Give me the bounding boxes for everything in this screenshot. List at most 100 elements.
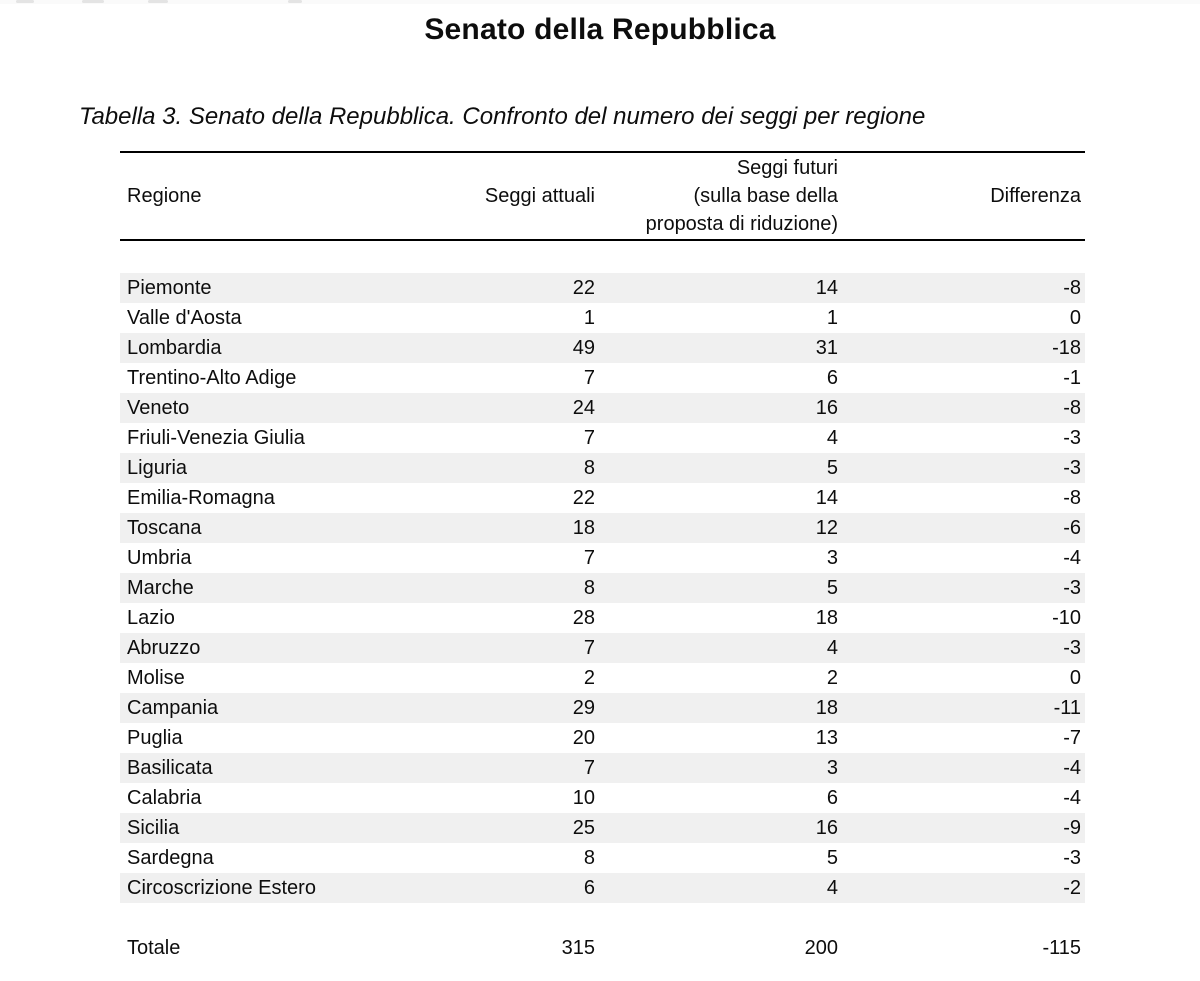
table-row: Piemonte 22 14 -8 (120, 273, 1085, 303)
cell-future-seats: 4 (826, 427, 838, 449)
page-title: Senato della Repubblica (424, 13, 776, 46)
cell-current-seats: 7 (583, 637, 595, 659)
seats-comparison-table: Regione Seggi attuali Seggi futuri (sull… (120, 151, 1085, 963)
cell-current-seats: 49 (572, 337, 595, 359)
table-row: Friuli-Venezia Giulia 7 4 -3 (120, 423, 1085, 453)
cell-region: Lombardia (127, 337, 222, 359)
table-header-row: Regione Seggi attuali Seggi futuri (sull… (120, 153, 1085, 239)
cell-region: Campania (127, 697, 219, 719)
seggi-futuri-line-3: proposta di riduzione) (645, 213, 838, 235)
table-top-rule (120, 151, 1085, 153)
cell-current-seats: 25 (572, 817, 595, 839)
cell-difference: -3 (1063, 577, 1081, 599)
cell-difference: -3 (1063, 847, 1081, 869)
cell-difference: -3 (1063, 637, 1081, 659)
cell-region: Abruzzo (127, 637, 201, 659)
cell-current-seats: 10 (572, 787, 595, 809)
header-body-gap (120, 241, 1085, 273)
cell-region: Emilia-Romagna (127, 487, 275, 509)
cell-difference: -8 (1063, 487, 1081, 509)
cell-current-seats: 6 (583, 877, 595, 899)
cell-current-seats: 18 (572, 517, 595, 539)
cell-current-seats: 2 (583, 667, 595, 689)
cell-region: Umbria (127, 547, 192, 569)
cell-future-seats: 6 (826, 367, 838, 389)
cell-region: Veneto (127, 397, 190, 419)
cell-future-seats: 3 (826, 547, 838, 569)
cell-current-seats: 24 (572, 397, 595, 419)
cell-future-seats: 16 (815, 397, 838, 419)
cell-difference: -11 (1053, 697, 1081, 719)
cell-future-seats: 2 (826, 667, 838, 689)
cell-current-seats: 8 (583, 457, 595, 479)
table-row: Abruzzo 7 4 -3 (120, 633, 1085, 663)
cell-difference: -8 (1063, 277, 1081, 299)
total-current-seats: 315 (561, 937, 595, 959)
cell-region: Circoscrizione Estero (127, 877, 316, 899)
cell-current-seats: 1 (583, 307, 595, 329)
table-row: Umbria 7 3 -4 (120, 543, 1085, 573)
table-header-rule (120, 239, 1085, 241)
cell-region: Sicilia (127, 817, 180, 839)
table-row: Basilicata 7 3 -4 (120, 753, 1085, 783)
column-header-seggi-futuri: Seggi futuri (sulla base della proposta … (595, 154, 838, 238)
total-label: Totale (127, 937, 181, 959)
cell-region: Molise (127, 667, 185, 689)
table-row: Campania 29 18 -11 (120, 693, 1085, 723)
cell-future-seats: 3 (826, 757, 838, 779)
table-body: Piemonte 22 14 -8 Valle d'Aosta 1 1 0 Lombardia 4… (120, 273, 1085, 903)
table-total-row: Totale 315 200 -115 (120, 933, 1085, 963)
column-header-regione: Regione (127, 184, 202, 207)
cell-future-seats: 13 (815, 727, 838, 749)
cell-difference: -7 (1063, 727, 1081, 749)
table-row: Valle d'Aosta 1 1 0 (120, 303, 1085, 333)
clipped-text-fragment (16, 0, 34, 3)
cell-difference: -3 (1063, 427, 1081, 449)
cell-current-seats: 22 (572, 487, 595, 509)
cell-region: Calabria (127, 787, 202, 809)
cell-difference: -18 (1052, 337, 1081, 359)
column-header-seggi-attuali: Seggi attuali (484, 184, 595, 207)
column-header-differenza: Differenza (990, 184, 1081, 207)
cell-region: Lazio (127, 607, 175, 629)
table-row: Sardegna 8 5 -3 (120, 843, 1085, 873)
cell-difference: -8 (1063, 397, 1081, 419)
cell-future-seats: 18 (815, 607, 838, 629)
cell-region: Liguria (127, 457, 188, 479)
cell-current-seats: 29 (572, 697, 595, 719)
cell-current-seats: 8 (583, 847, 595, 869)
cell-future-seats: 5 (826, 577, 838, 599)
cell-future-seats: 12 (815, 517, 838, 539)
table-row: Circoscrizione Estero 6 4 -2 (120, 873, 1085, 903)
cell-future-seats: 14 (815, 277, 838, 299)
cell-current-seats: 8 (583, 577, 595, 599)
cell-future-seats: 18 (815, 697, 838, 719)
cell-future-seats: 5 (826, 457, 838, 479)
table-row: Sicilia 25 16 -9 (120, 813, 1085, 843)
cell-region: Basilicata (127, 757, 213, 779)
cell-future-seats: 6 (826, 787, 838, 809)
cell-current-seats: 7 (583, 427, 595, 449)
cell-current-seats: 28 (572, 607, 595, 629)
table-row: Lazio 28 18 -10 (120, 603, 1085, 633)
cell-future-seats: 1 (826, 307, 838, 329)
cell-current-seats: 7 (583, 757, 595, 779)
cell-future-seats: 4 (826, 877, 838, 899)
seggi-futuri-line-2: (sulla base della (693, 185, 838, 207)
table-row: Marche 8 5 -3 (120, 573, 1085, 603)
table-row: Toscana 18 12 -6 (120, 513, 1085, 543)
clipped-text-fragment (82, 0, 104, 3)
cell-region: Valle d'Aosta (127, 307, 242, 329)
table-row: Puglia 20 13 -7 (120, 723, 1085, 753)
cell-future-seats: 5 (826, 847, 838, 869)
body-total-gap (120, 903, 1085, 933)
cell-future-seats: 31 (815, 337, 838, 359)
cell-future-seats: 4 (826, 637, 838, 659)
cell-current-seats: 7 (583, 547, 595, 569)
cell-future-seats: 16 (815, 817, 838, 839)
cell-difference: -4 (1063, 757, 1081, 779)
cell-region: Toscana (127, 517, 202, 539)
clipped-text-fragment (288, 0, 302, 3)
cell-region: Trentino-Alto Adige (127, 367, 297, 389)
